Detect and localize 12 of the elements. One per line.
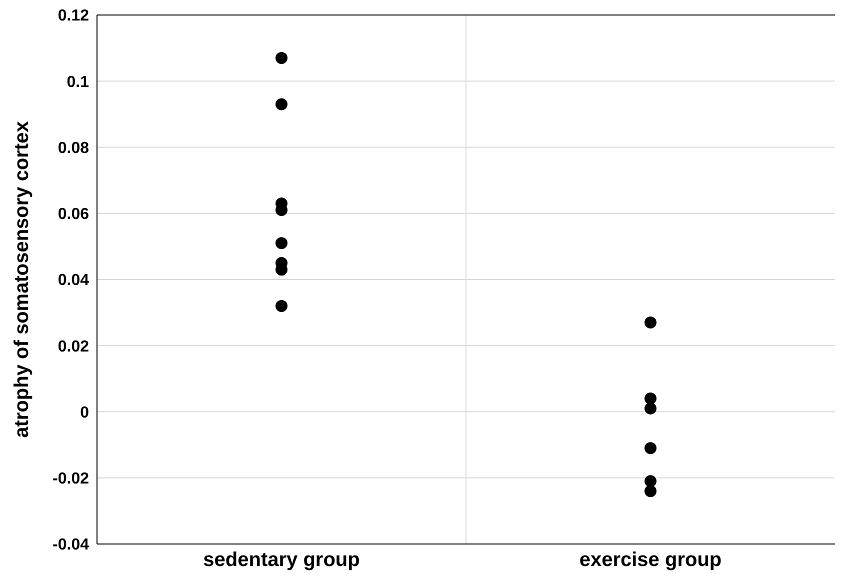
- x-tick-label: exercise group: [579, 549, 722, 572]
- y-tick-label: 0.1: [66, 74, 90, 91]
- y-axis-title: atrophy of somatosensory cortex: [11, 121, 34, 438]
- y-tick-label: 0.12: [58, 8, 90, 25]
- y-tick-label: 0: [80, 404, 90, 422]
- y-tick-label: -0.04: [52, 536, 90, 554]
- x-tick-label: sedentary group: [203, 549, 360, 572]
- y-tick-label: 0.06: [58, 206, 90, 224]
- y-tick-label: -0.02: [52, 470, 90, 488]
- y-tick-label: 0.02: [58, 338, 90, 356]
- y-tick-label: 0.04: [58, 272, 90, 290]
- y-tick-label: 0.08: [58, 140, 90, 157]
